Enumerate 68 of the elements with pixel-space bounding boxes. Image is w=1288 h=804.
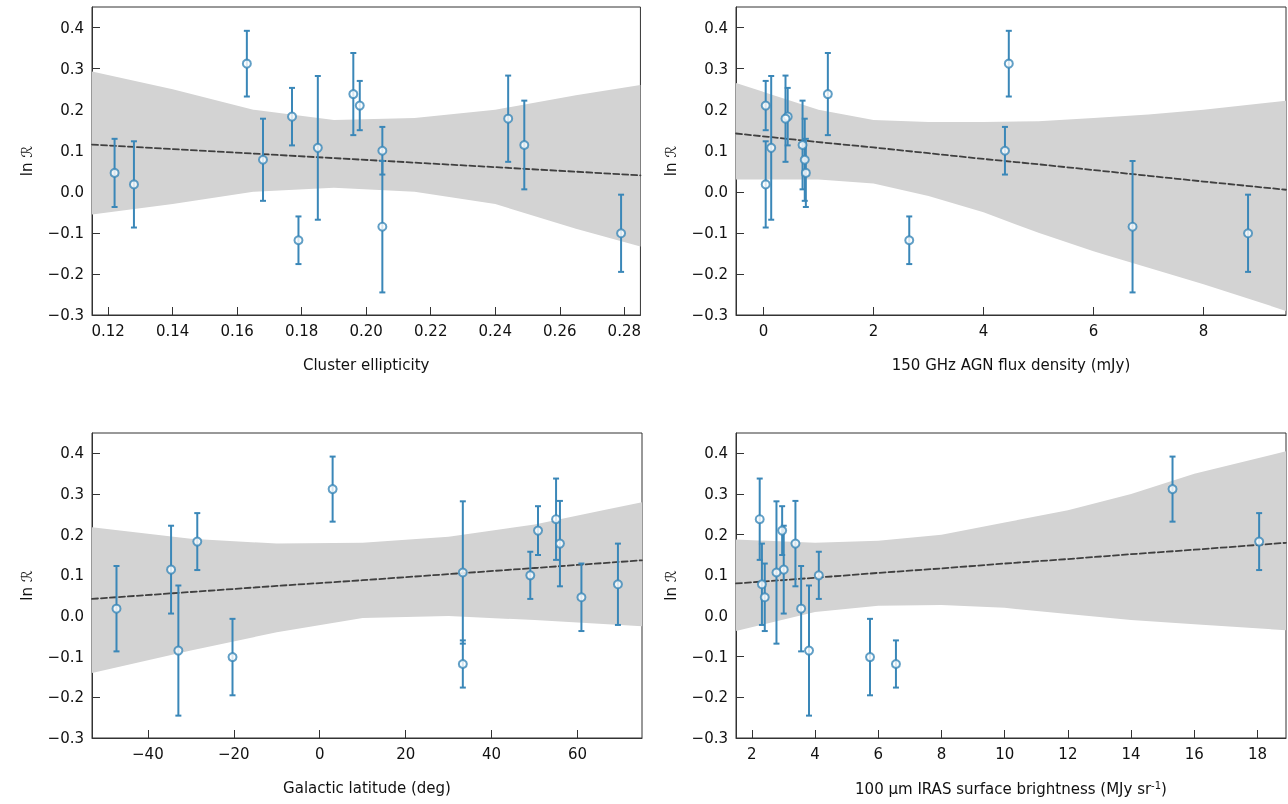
x-tick-label: 18 — [1248, 744, 1268, 763]
y-tick-label: −0.2 — [47, 688, 84, 707]
x-tick-label: 0.28 — [607, 321, 641, 340]
x-tick-label: 0.26 — [543, 321, 577, 340]
x-tick-label: 0.20 — [349, 321, 383, 340]
y-tick-label: −0.3 — [47, 729, 84, 747]
y-axis-title: ln ℛ — [661, 570, 680, 601]
y-tick-label: 0.1 — [60, 141, 84, 160]
x-tick-label: 40 — [482, 744, 502, 763]
y-tick-label: 0.2 — [704, 100, 728, 119]
x-tick-label: 2 — [747, 744, 757, 763]
x-tick-label: 6 — [873, 744, 884, 763]
y-axis-title: ln ℛ — [661, 145, 680, 177]
y-tick-label: 0.1 — [60, 566, 84, 585]
y-tick-label: 0.0 — [60, 607, 84, 625]
y-tick-label: 0.2 — [60, 100, 84, 119]
y-tick-label: −0.1 — [691, 223, 728, 242]
x-tick-label: 14 — [1121, 744, 1141, 763]
y-axis-title: ln ℛ — [17, 570, 36, 601]
x-tick-label: 0.12 — [91, 321, 125, 340]
y-tick-label: 0.0 — [704, 607, 728, 625]
y-tick-label: 0.4 — [704, 444, 728, 463]
y-tick-label: 0.4 — [60, 18, 84, 37]
y-tick-label: 0.1 — [704, 566, 728, 585]
x-tick-label: 6 — [1088, 321, 1099, 340]
x-tick-label: −40 — [132, 744, 164, 763]
y-tick-label: 0.1 — [704, 141, 728, 160]
y-axis-title: ln ℛ — [17, 145, 36, 177]
x-tick-label: 0 — [314, 744, 325, 763]
x-tick-label: 10 — [995, 744, 1015, 763]
y-tick-label: 0.4 — [704, 18, 728, 37]
x-tick-label: 60 — [568, 744, 588, 763]
y-tick-label: 0.2 — [60, 525, 84, 544]
x-tick-label: 0.16 — [220, 321, 254, 340]
x-tick-label: 8 — [1198, 321, 1209, 340]
y-tick-label: −0.2 — [691, 264, 728, 283]
y-tick-label: 0.3 — [704, 485, 728, 503]
x-axis-title: 150 GHz AGN flux density (mJy) — [891, 355, 1131, 374]
x-tick-label: 0 — [758, 321, 769, 340]
x-tick-label: 4 — [810, 744, 820, 763]
y-tick-label: 0.3 — [60, 59, 84, 78]
y-tick-label: −0.1 — [691, 647, 728, 666]
y-tick-label: −0.1 — [47, 647, 84, 666]
x-tick-label: 8 — [936, 744, 947, 763]
y-tick-label: −0.3 — [47, 306, 84, 324]
x-tick-label: 4 — [978, 321, 989, 340]
x-axis-title: Cluster ellipticity — [302, 355, 430, 374]
x-axis-title: Galactic latitude (deg) — [283, 778, 451, 797]
x-tick-label: 16 — [1184, 744, 1204, 763]
y-tick-label: 0.3 — [60, 485, 84, 503]
x-tick-label: −20 — [217, 744, 250, 763]
x-tick-label: 0.24 — [478, 321, 512, 340]
x-tick-label: 0.18 — [284, 321, 319, 340]
y-tick-label: 0.4 — [60, 444, 84, 463]
y-tick-label: 0.0 — [60, 182, 84, 201]
y-tick-label: −0.2 — [47, 264, 84, 283]
x-tick-label: 0.22 — [414, 321, 448, 340]
x-tick-label: 0.14 — [155, 321, 190, 340]
y-tick-label: 0.3 — [704, 59, 728, 78]
y-tick-label: 0.0 — [704, 182, 728, 201]
y-tick-label: 0.2 — [704, 525, 728, 544]
x-tick-label: 2 — [868, 321, 879, 340]
y-tick-label: −0.2 — [691, 688, 728, 707]
y-tick-label: −0.3 — [691, 729, 728, 747]
x-tick-label: 12 — [1058, 744, 1078, 763]
x-tick-label: 20 — [396, 744, 416, 763]
y-tick-label: −0.1 — [47, 223, 84, 242]
y-tick-label: −0.3 — [691, 306, 728, 324]
